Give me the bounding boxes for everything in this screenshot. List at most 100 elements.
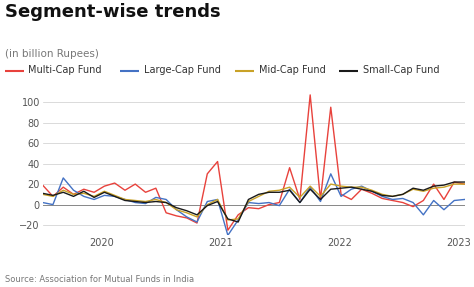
Large-Cap Fund	[328, 172, 334, 176]
Mid-Cap Fund	[91, 195, 97, 198]
Mid-Cap Fund	[40, 193, 46, 196]
Mid-Cap Fund	[71, 193, 76, 196]
Small-Cap Fund	[173, 206, 179, 210]
Large-Cap Fund	[338, 195, 344, 198]
Mid-Cap Fund	[390, 195, 395, 198]
Text: Source: Association for Mutual Funds in India: Source: Association for Mutual Funds in …	[5, 275, 194, 284]
Small-Cap Fund	[420, 189, 426, 192]
Text: Multi-Cap Fund: Multi-Cap Fund	[28, 65, 102, 75]
Large-Cap Fund	[112, 195, 118, 198]
Mid-Cap Fund	[359, 185, 365, 189]
Mid-Cap Fund	[431, 187, 437, 190]
Line: Small-Cap Fund: Small-Cap Fund	[43, 182, 465, 222]
Large-Cap Fund	[266, 201, 272, 204]
Mid-Cap Fund	[163, 201, 169, 204]
Large-Cap Fund	[420, 213, 426, 217]
Multi-Cap Fund	[441, 198, 447, 201]
Small-Cap Fund	[441, 183, 447, 187]
Small-Cap Fund	[390, 195, 395, 198]
Large-Cap Fund	[194, 220, 200, 224]
Large-Cap Fund	[173, 208, 179, 212]
Small-Cap Fund	[122, 199, 128, 202]
Mid-Cap Fund	[266, 189, 272, 193]
Multi-Cap Fund	[369, 192, 375, 195]
Small-Cap Fund	[204, 204, 210, 207]
Text: Small-Cap Fund: Small-Cap Fund	[363, 65, 439, 75]
Large-Cap Fund	[215, 198, 220, 201]
Large-Cap Fund	[71, 189, 76, 192]
Mid-Cap Fund	[81, 192, 87, 195]
Small-Cap Fund	[153, 200, 159, 203]
Multi-Cap Fund	[204, 172, 210, 176]
Text: Large-Cap Fund: Large-Cap Fund	[144, 65, 220, 75]
Mid-Cap Fund	[328, 182, 334, 186]
Mid-Cap Fund	[297, 196, 303, 199]
Mid-Cap Fund	[441, 185, 447, 189]
Large-Cap Fund	[359, 185, 365, 188]
Multi-Cap Fund	[297, 198, 303, 201]
Mid-Cap Fund	[112, 194, 118, 197]
Small-Cap Fund	[359, 187, 365, 191]
Large-Cap Fund	[60, 176, 66, 180]
Small-Cap Fund	[256, 193, 262, 196]
Multi-Cap Fund	[194, 221, 200, 225]
Mid-Cap Fund	[204, 203, 210, 206]
Multi-Cap Fund	[101, 185, 107, 188]
Mid-Cap Fund	[451, 182, 457, 186]
Mid-Cap Fund	[307, 185, 313, 188]
Mid-Cap Fund	[348, 185, 354, 189]
Small-Cap Fund	[225, 217, 231, 221]
Large-Cap Fund	[441, 208, 447, 212]
Multi-Cap Fund	[328, 106, 334, 109]
Text: Mid-Cap Fund: Mid-Cap Fund	[259, 65, 326, 75]
Multi-Cap Fund	[153, 187, 159, 190]
Multi-Cap Fund	[318, 198, 323, 201]
Line: Large-Cap Fund: Large-Cap Fund	[43, 174, 465, 235]
Mid-Cap Fund	[256, 195, 262, 198]
Multi-Cap Fund	[431, 182, 437, 186]
Large-Cap Fund	[235, 218, 241, 222]
Multi-Cap Fund	[91, 191, 97, 194]
Large-Cap Fund	[287, 187, 292, 191]
Large-Cap Fund	[50, 203, 56, 206]
Mid-Cap Fund	[318, 195, 323, 198]
Multi-Cap Fund	[410, 205, 416, 208]
Multi-Cap Fund	[235, 213, 241, 217]
Large-Cap Fund	[101, 194, 107, 197]
Large-Cap Fund	[122, 198, 128, 201]
Mid-Cap Fund	[410, 187, 416, 191]
Small-Cap Fund	[431, 185, 437, 188]
Multi-Cap Fund	[81, 187, 87, 191]
Mid-Cap Fund	[173, 208, 179, 212]
Mid-Cap Fund	[369, 189, 375, 192]
Line: Mid-Cap Fund: Mid-Cap Fund	[43, 184, 465, 220]
Multi-Cap Fund	[50, 195, 56, 198]
Multi-Cap Fund	[256, 207, 262, 210]
Large-Cap Fund	[81, 195, 87, 198]
Multi-Cap Fund	[266, 203, 272, 206]
Small-Cap Fund	[132, 200, 138, 203]
Mid-Cap Fund	[246, 200, 251, 203]
Small-Cap Fund	[215, 200, 220, 203]
Mid-Cap Fund	[60, 189, 66, 192]
Multi-Cap Fund	[184, 216, 190, 220]
Mid-Cap Fund	[50, 195, 56, 198]
Multi-Cap Fund	[451, 180, 457, 184]
Multi-Cap Fund	[462, 182, 467, 186]
Mid-Cap Fund	[143, 200, 148, 203]
Multi-Cap Fund	[40, 183, 46, 187]
Large-Cap Fund	[318, 200, 323, 203]
Large-Cap Fund	[462, 198, 467, 201]
Large-Cap Fund	[390, 198, 395, 201]
Multi-Cap Fund	[132, 182, 138, 186]
Mid-Cap Fund	[276, 189, 282, 192]
Mid-Cap Fund	[184, 211, 190, 214]
Multi-Cap Fund	[246, 206, 251, 210]
Large-Cap Fund	[143, 202, 148, 205]
Multi-Cap Fund	[400, 201, 406, 204]
Large-Cap Fund	[225, 234, 231, 237]
Small-Cap Fund	[91, 196, 97, 199]
Multi-Cap Fund	[379, 197, 385, 200]
Mid-Cap Fund	[235, 217, 241, 221]
Small-Cap Fund	[400, 193, 406, 196]
